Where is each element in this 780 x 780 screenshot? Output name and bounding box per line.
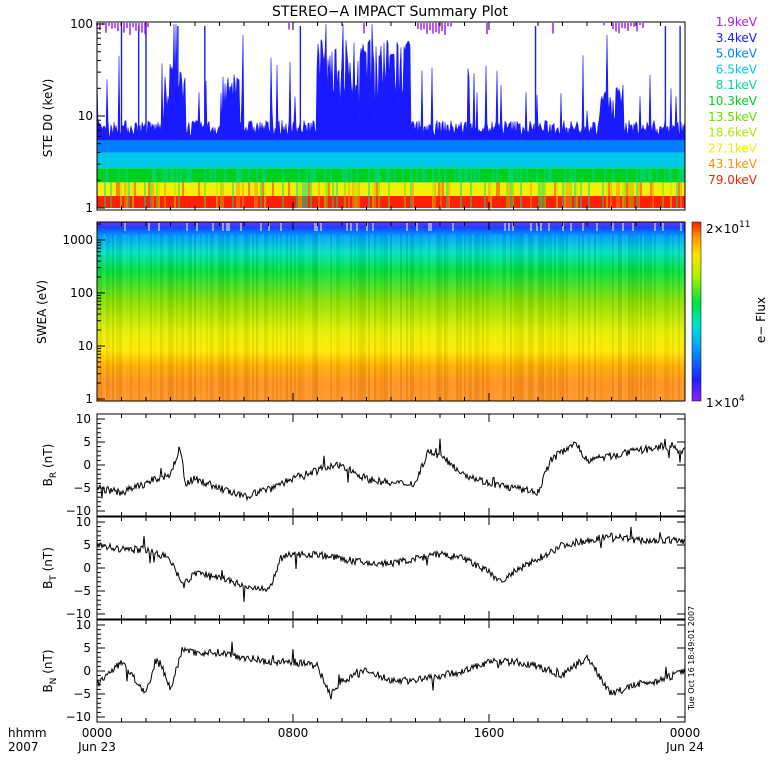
br-panel: 10 5 0 −5 −10 BR (nT)	[41, 412, 686, 518]
bt-y-tick-label-1: 5	[83, 538, 91, 552]
br-y-label: BR (nT)	[41, 444, 59, 487]
ste-flux-3.4kev	[96, 23, 686, 141]
legend-entry-8: 27.1keV	[708, 141, 758, 155]
x-date-label-0: Jun 23	[77, 740, 116, 754]
axes-frame	[96, 413, 686, 517]
swea-y-tick-label-2: 100	[70, 286, 93, 300]
bn-y-tick-label-0: 10	[76, 618, 91, 632]
bt-panel: 10 5 0 −5 −10 BT (nT)	[41, 515, 686, 621]
colorbar: 2×1011 1×104 e− Flux	[691, 220, 768, 410]
colorbar-max-exp: 11	[739, 220, 750, 230]
bn-y-tick-label-4: −10	[66, 710, 91, 724]
br-y-tick-label-4: −10	[66, 504, 91, 518]
colorbar-title: e− Flux	[754, 297, 768, 343]
bn-panel: 10 5 0 −5 −10 BN (nT)	[41, 618, 686, 724]
legend-entry-4: 8.1keV	[716, 78, 758, 92]
x-tick-label-3: 0000	[670, 726, 701, 740]
axes-frame	[96, 516, 686, 620]
ste-y-tick-label-2: 100	[70, 17, 93, 31]
colorbar-max-label: 2×1011	[706, 220, 750, 236]
x-date-label-1: Jun 24	[665, 740, 704, 754]
bn-y-tick-label-3: −5	[73, 687, 91, 701]
legend-entry-2: 5.0keV	[716, 47, 758, 61]
swea-y-label: SWEA (eV)	[35, 280, 49, 344]
bn-y-label: BN (nT)	[41, 649, 59, 692]
ste-band-3	[97, 152, 685, 169]
bt-y-tick-label-4: −10	[66, 607, 91, 621]
legend-entry-9: 43.1keV	[708, 157, 758, 171]
swea-y-ticks: 1 10 100 1000	[62, 223, 105, 406]
swea-texture	[96, 223, 684, 400]
field-line-t	[96, 526, 686, 602]
ste-band-2	[97, 168, 685, 183]
bn-y-tick-label-2: 0	[83, 664, 91, 678]
legend-entry-0: 1.9keV	[716, 15, 758, 29]
footer-hhmm: hhmm	[8, 726, 47, 740]
ste-y-label: STE D0 (keV)	[41, 79, 55, 158]
legend-entry-3: 6.5keV	[716, 62, 758, 76]
legend-entry-5: 10.3keV	[708, 94, 758, 108]
bn-y-tick-label-1: 5	[83, 641, 91, 655]
colorbar-scale	[691, 221, 702, 402]
br-y-tick-label-0: 10	[76, 412, 91, 426]
br-y-tick-label-1: 5	[83, 435, 91, 449]
swea-y-tick-label-0: 1	[85, 392, 93, 406]
ste-band-1	[97, 182, 685, 197]
bt-y-tick-label-3: −5	[73, 584, 91, 598]
br-y-tick-label-2: 0	[83, 458, 91, 472]
colorbar-min-label: 1×104	[706, 394, 745, 410]
bt-y-tick-label-2: 0	[83, 561, 91, 575]
legend-entry-6: 13.5keV	[708, 110, 758, 124]
br-y-tick-label-3: −5	[73, 481, 91, 495]
field-line-r	[96, 438, 686, 502]
legend-entry-7: 18.6keV	[708, 126, 758, 140]
field-line-n	[96, 641, 686, 700]
bt-y-tick-label-0: 10	[76, 515, 91, 529]
ste-y-ticks: 1 10 100	[70, 17, 105, 215]
ste-energy-bands	[96, 23, 686, 208]
swea-panel: 1 10 100 1000 SWEA (eV)	[35, 221, 686, 406]
colorbar-min-exp: 4	[739, 394, 745, 404]
legend-entry-10: 79.0keV	[708, 173, 758, 187]
x-tick-label-0: 0000	[82, 726, 113, 740]
swea-spectrogram	[97, 222, 685, 401]
ste-y-tick-label-1: 10	[78, 109, 93, 123]
generation-timestamp: Tue Oct 16 18:49:01 2007	[687, 606, 696, 711]
x-tick-label-1: 0800	[278, 726, 309, 740]
swea-y-tick-label-1: 10	[78, 339, 93, 353]
swea-y-tick-label-3: 1000	[62, 233, 93, 247]
ste-band-0	[97, 196, 685, 208]
x-tick-label-2: 1600	[474, 726, 505, 740]
ste-band-4	[97, 139, 685, 153]
x-axis-labels: hhmm 2007 0000 0800 1600 0000 Jun 23 Jun…	[8, 726, 704, 754]
ste-y-tick-label-0: 1	[85, 201, 93, 215]
footer-year: 2007	[8, 740, 39, 754]
plot-title: STEREO−A IMPACT Summary Plot	[272, 4, 509, 20]
ste-panel: 1 10 100 STE D0 (keV)	[41, 17, 686, 215]
swea-axes	[96, 221, 686, 402]
bt-y-label: BT (nT)	[41, 547, 59, 589]
legend-entry-1: 3.4keV	[716, 31, 758, 45]
